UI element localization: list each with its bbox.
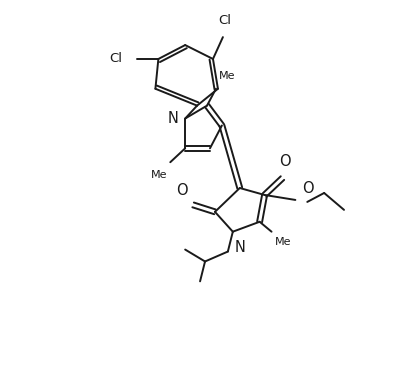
Text: Cl: Cl bbox=[110, 53, 122, 66]
Text: Cl: Cl bbox=[218, 14, 232, 27]
Text: Me: Me bbox=[275, 237, 291, 247]
Text: Me: Me bbox=[151, 170, 167, 180]
Text: Me: Me bbox=[219, 71, 235, 81]
Text: N: N bbox=[235, 240, 246, 255]
Text: O: O bbox=[302, 181, 314, 196]
Text: N: N bbox=[167, 111, 178, 126]
Text: O: O bbox=[176, 183, 188, 198]
Text: O: O bbox=[279, 154, 290, 169]
